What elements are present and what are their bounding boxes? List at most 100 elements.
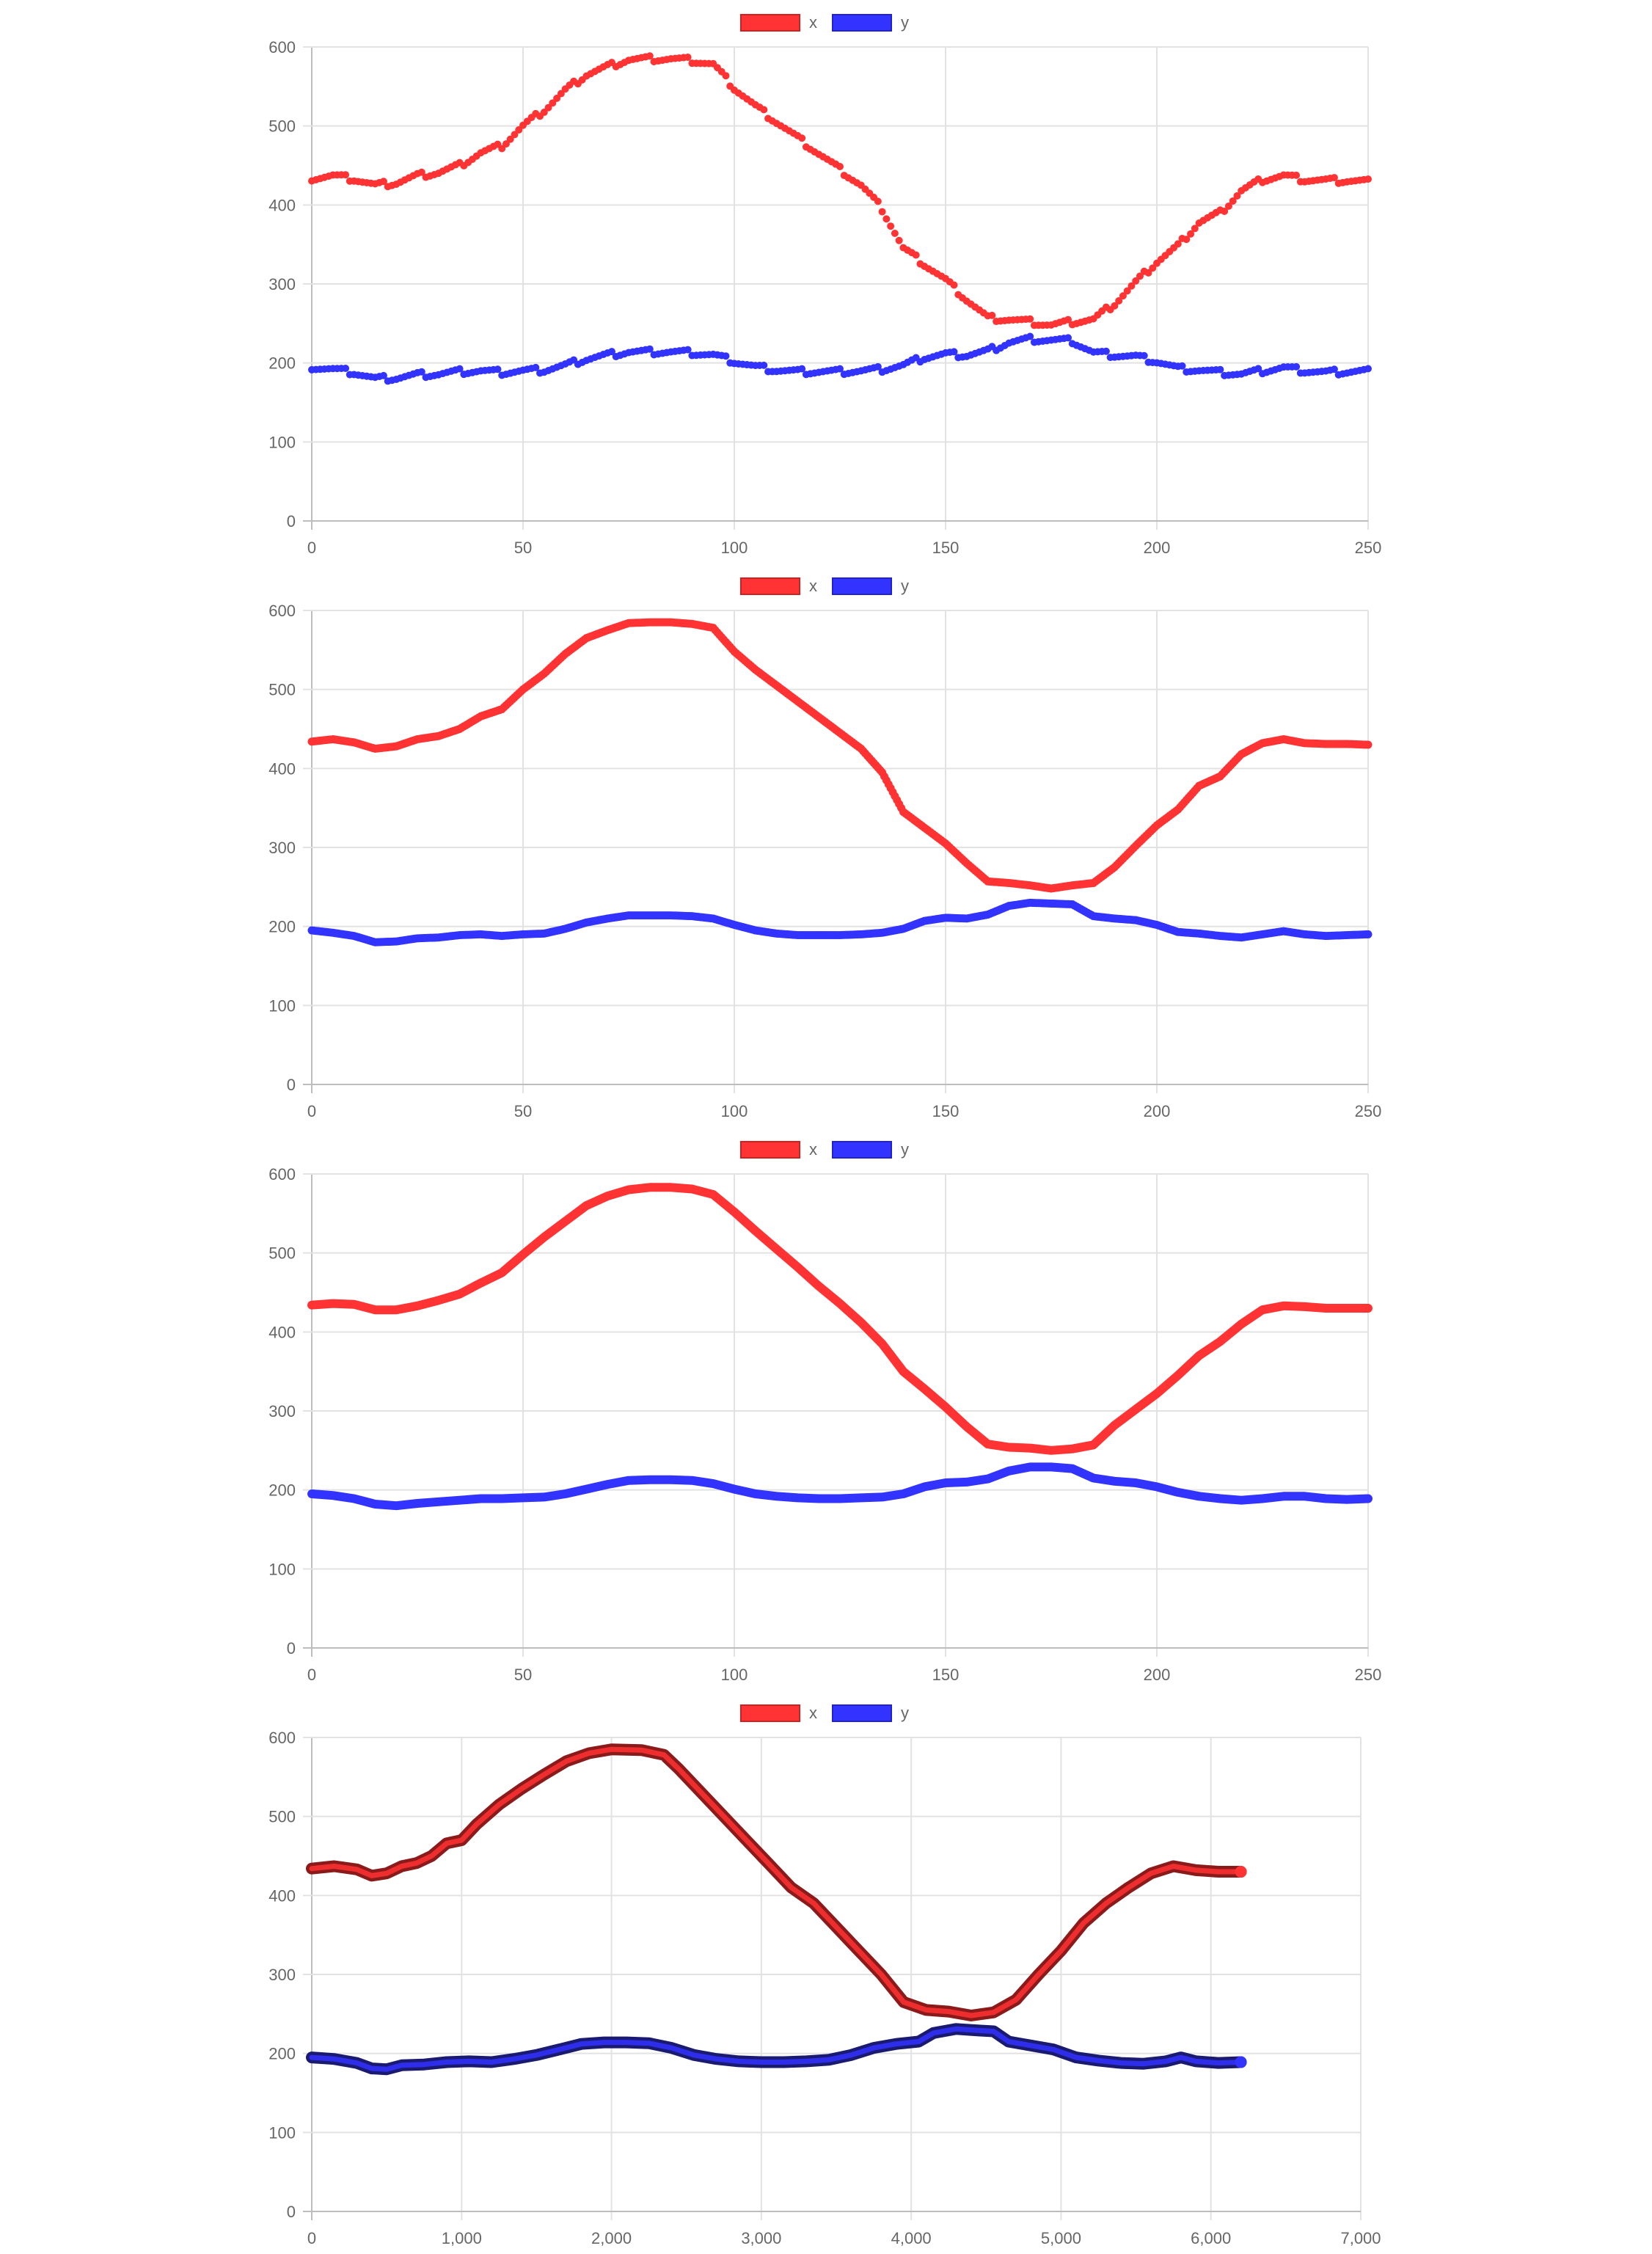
data-point-x xyxy=(1123,287,1131,295)
data-point-x xyxy=(1111,302,1119,310)
data-point-x xyxy=(1174,240,1182,248)
data-point-x xyxy=(1119,292,1127,300)
legend-label-x: x xyxy=(809,13,817,32)
data-point-x xyxy=(1364,175,1372,183)
x-tick-label: 250 xyxy=(1355,539,1382,557)
data-point-y xyxy=(1140,351,1148,360)
data-point-x xyxy=(722,72,730,80)
x-tick-label: 200 xyxy=(1144,1102,1171,1120)
legend-swatch-y xyxy=(832,14,892,32)
data-point-x xyxy=(1149,264,1157,272)
series-y xyxy=(307,1462,1373,1511)
data-point-y xyxy=(722,352,730,360)
y-tick-label: 300 xyxy=(268,275,296,293)
y-tick-label: 600 xyxy=(268,38,296,56)
data-point-y xyxy=(1330,365,1338,373)
data-point-x xyxy=(760,106,768,114)
data-point-y xyxy=(874,362,882,371)
series-line-x xyxy=(309,1746,1244,2018)
x-tick-label: 100 xyxy=(721,539,748,557)
data-point-x xyxy=(878,208,886,216)
y-tick-label: 400 xyxy=(268,196,296,214)
data-point-x xyxy=(544,103,552,112)
data-point-x xyxy=(1115,297,1123,305)
y-tick-label: 0 xyxy=(287,1639,296,1657)
data-point-x xyxy=(1127,282,1136,290)
y-tick-label: 100 xyxy=(268,433,296,451)
data-point-x xyxy=(891,229,899,237)
x-tick-label: 6,000 xyxy=(1191,2229,1231,2247)
data-point-x xyxy=(988,311,996,319)
legend-label-y: y xyxy=(901,577,909,595)
data-point-x xyxy=(417,168,425,176)
x-tick-label: 2,000 xyxy=(591,2229,632,2247)
x-tick-label: 150 xyxy=(932,1666,960,1684)
data-point-x xyxy=(1144,269,1152,277)
series-end-point-y xyxy=(1235,2056,1247,2068)
y-tick-label: 0 xyxy=(287,2203,296,2221)
data-point-x xyxy=(511,131,519,139)
data-point-y xyxy=(1102,347,1110,355)
series-end-point-x xyxy=(1235,1866,1247,1878)
data-point-y xyxy=(456,365,464,373)
chart-panel-1: x y 0 50 100 150 200 250 0 100 200 300 400 500 600 xyxy=(268,13,1381,557)
series-x xyxy=(307,618,1373,893)
y-tick-label: 200 xyxy=(268,2045,296,2063)
data-point-y xyxy=(1364,365,1372,373)
data-point-y xyxy=(1364,930,1373,938)
chart-panel-4: x y 0 1,000 2,000 3,000 4,000 5,000 6,000 7,000 0 1… xyxy=(268,1704,1381,2247)
data-point-x xyxy=(684,53,692,61)
series-y xyxy=(308,332,1372,385)
x-tick-label: 250 xyxy=(1355,1102,1382,1120)
legend-swatch-x xyxy=(740,14,800,32)
data-point-x xyxy=(646,52,654,60)
x-tick-label: 200 xyxy=(1144,539,1171,557)
series-x xyxy=(307,1183,1373,1455)
data-point-x xyxy=(342,171,350,179)
data-point-x xyxy=(874,197,882,205)
data-point-x xyxy=(1364,740,1373,749)
data-point-y xyxy=(646,345,654,353)
data-point-y xyxy=(836,365,844,373)
data-point-x xyxy=(882,215,891,223)
legend-swatch-x xyxy=(740,1141,800,1159)
data-point-y xyxy=(532,363,540,371)
y-tick-label: 600 xyxy=(268,1729,296,1747)
data-point-y xyxy=(494,365,502,373)
data-point-y xyxy=(417,368,425,376)
y-tick-label: 100 xyxy=(268,1560,296,1578)
data-point-x xyxy=(895,236,903,244)
x-tick-label: 7,000 xyxy=(1340,2229,1381,2247)
data-point-x xyxy=(1064,316,1072,324)
x-tick-label: 50 xyxy=(514,1102,532,1120)
y-tick-label: 600 xyxy=(268,1165,296,1183)
data-point-x xyxy=(950,281,958,289)
data-point-x xyxy=(1229,197,1237,205)
x-tick-label: 3,000 xyxy=(741,2229,781,2247)
x-tick-label: 50 xyxy=(514,1666,532,1684)
data-point-x xyxy=(502,140,510,148)
data-point-x xyxy=(798,134,806,142)
legend-label-y: y xyxy=(901,13,909,32)
y-tick-label: 200 xyxy=(268,918,296,936)
x-tick-label: 100 xyxy=(721,1102,748,1120)
data-point-x xyxy=(557,90,565,98)
y-tick-label: 600 xyxy=(268,602,296,620)
y-tick-label: 200 xyxy=(268,354,296,373)
series-x xyxy=(308,52,1372,329)
y-tick-label: 300 xyxy=(268,839,296,857)
x-tick-label: 250 xyxy=(1355,1666,1382,1684)
legend-label-x: x xyxy=(809,577,817,595)
data-point-x xyxy=(553,94,561,102)
x-tick-label: 0 xyxy=(307,2229,316,2247)
x-tick-label: 200 xyxy=(1144,1666,1171,1684)
y-tick-label: 100 xyxy=(268,2123,296,2142)
data-point-y xyxy=(1293,362,1301,371)
y-tick-label: 400 xyxy=(268,759,296,778)
y-tick-label: 200 xyxy=(268,1481,296,1500)
legend-label-x: x xyxy=(809,1704,817,1722)
legend-swatch-x xyxy=(740,577,800,595)
data-point-y xyxy=(798,365,806,373)
series-line-y xyxy=(307,1462,1373,1511)
